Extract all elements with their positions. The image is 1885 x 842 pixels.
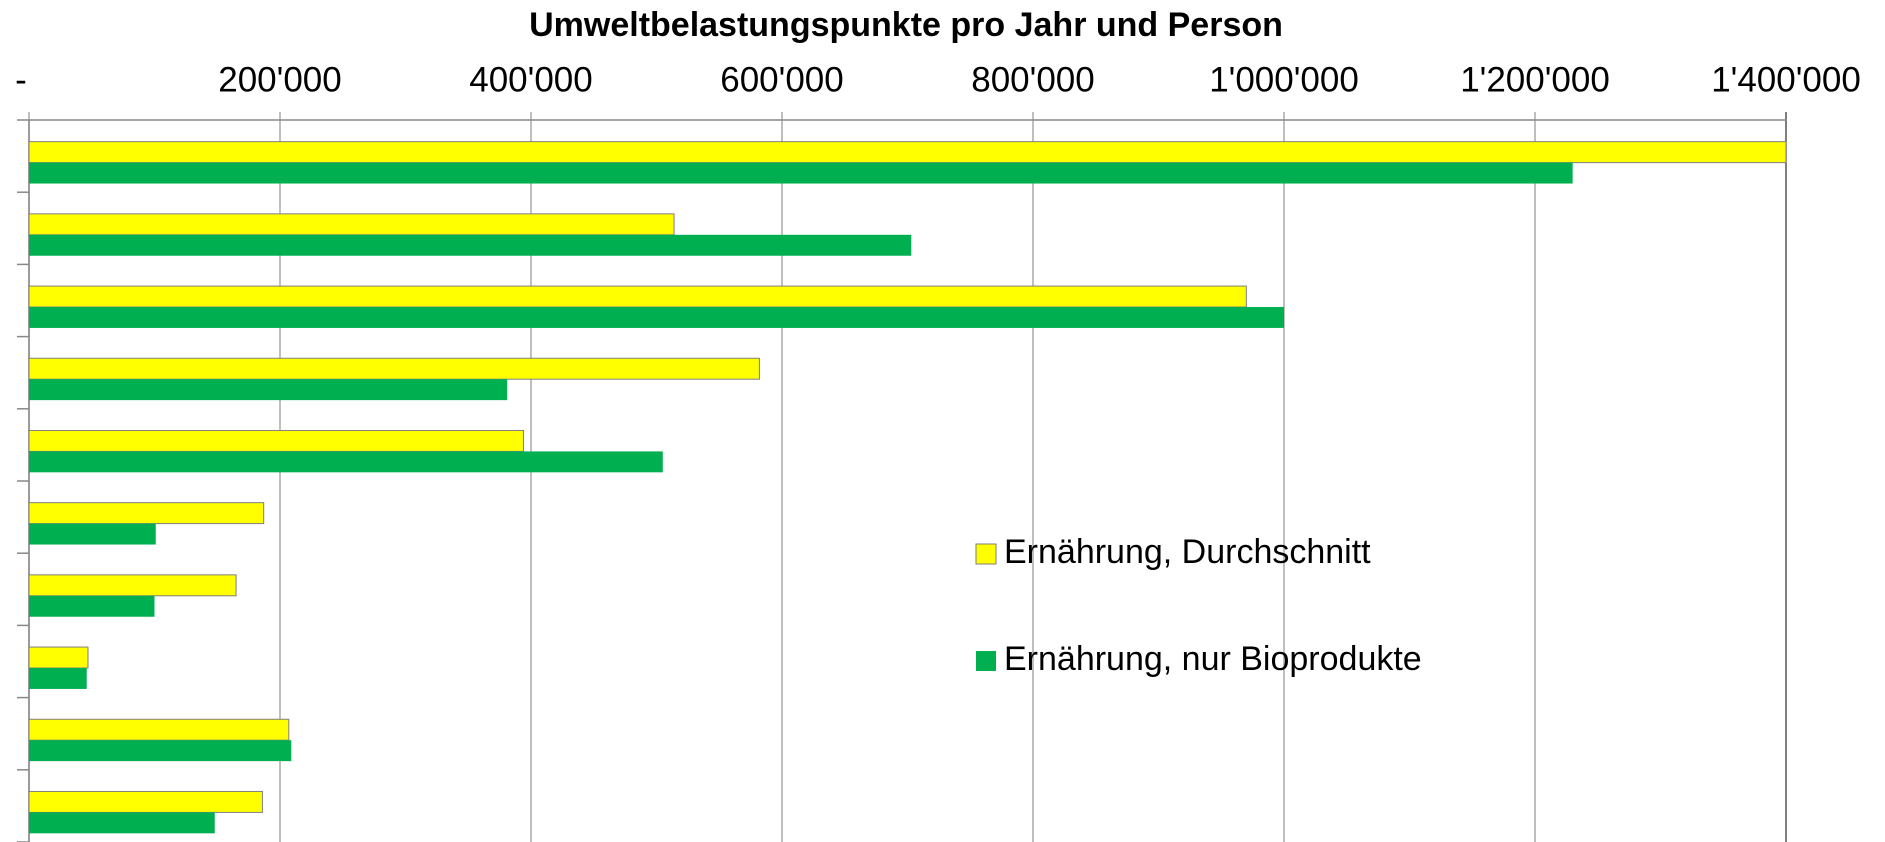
bar bbox=[29, 451, 663, 473]
bar bbox=[28, 429, 524, 452]
chart-title: Umweltbelastungspunkte pro Jahr und Pers… bbox=[529, 6, 1283, 44]
legend-label: Ernährung, Durchschnitt bbox=[1004, 533, 1371, 571]
bar bbox=[29, 667, 87, 689]
legend-swatch bbox=[976, 651, 996, 671]
legend-swatch bbox=[975, 543, 997, 565]
x-tick-label: 1'000'000 bbox=[1209, 60, 1359, 99]
x-tick-label: 800'000 bbox=[971, 60, 1094, 99]
bar bbox=[29, 162, 1573, 184]
bar bbox=[29, 379, 508, 401]
bar bbox=[29, 523, 156, 545]
bar bbox=[28, 574, 237, 597]
bar bbox=[28, 357, 760, 380]
bar bbox=[29, 234, 912, 256]
bar bbox=[28, 213, 675, 236]
bar bbox=[28, 646, 89, 669]
bar bbox=[28, 141, 1787, 164]
bar bbox=[28, 285, 1247, 308]
x-tick-label: - bbox=[15, 60, 27, 99]
bar bbox=[28, 718, 290, 741]
bar bbox=[29, 740, 292, 762]
x-tick-label: 400'000 bbox=[469, 60, 592, 99]
bar bbox=[28, 502, 265, 525]
bar bbox=[28, 790, 263, 813]
x-tick-label: 200'000 bbox=[218, 60, 341, 99]
x-tick-label: 1'400'000 bbox=[1711, 60, 1861, 99]
bar bbox=[29, 812, 215, 834]
x-tick-label: 1'200'000 bbox=[1460, 60, 1610, 99]
x-tick-label: 600'000 bbox=[720, 60, 843, 99]
bar bbox=[29, 595, 155, 617]
bar bbox=[29, 306, 1284, 328]
legend-label: Ernährung, nur Bioprodukte bbox=[1004, 640, 1422, 678]
